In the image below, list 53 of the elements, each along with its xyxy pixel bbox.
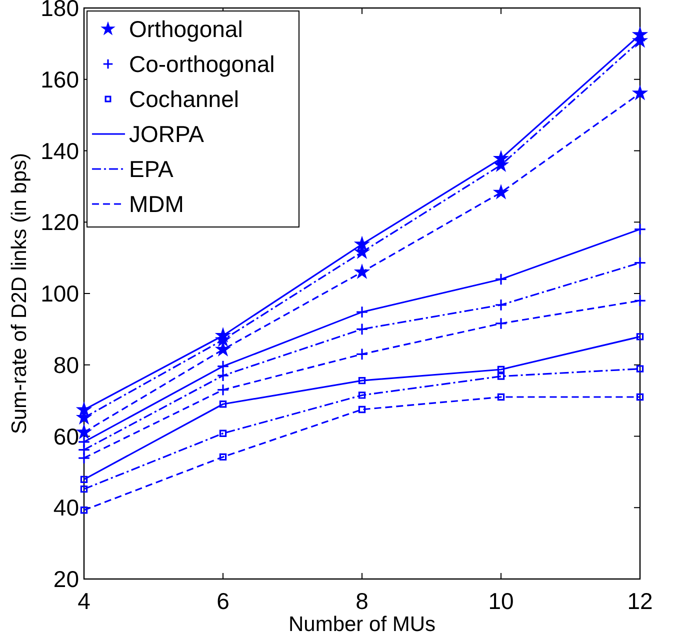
point: [636, 333, 644, 340]
point: [634, 294, 646, 307]
point: [634, 256, 646, 270]
point: [219, 430, 227, 437]
y-tick-label: 60: [53, 423, 79, 450]
point: [356, 306, 368, 318]
point: [358, 376, 366, 384]
x-tick-label: 6: [216, 588, 230, 614]
point: [80, 506, 88, 514]
legend-label: EPA: [129, 156, 174, 182]
y-tick-label: 140: [40, 138, 79, 164]
point: [216, 360, 230, 372]
x-tick-label: 4: [78, 588, 91, 614]
point: [216, 342, 230, 356]
point: [358, 406, 366, 414]
point: [636, 365, 644, 372]
point: [219, 453, 227, 461]
point: [216, 369, 230, 382]
point: [358, 392, 366, 399]
point: [494, 317, 508, 330]
x-tick-label: 10: [488, 588, 514, 614]
x-tick-label: 8: [356, 588, 368, 614]
point: [636, 393, 644, 401]
point: [497, 372, 505, 380]
point: [219, 400, 227, 408]
point: [497, 393, 505, 401]
legend-label: Co-orthogonal: [129, 51, 275, 78]
y-tick-label: 180: [40, 0, 79, 22]
point: [78, 452, 90, 464]
point: [80, 485, 88, 493]
point: [356, 348, 368, 360]
y-tick-label: 100: [40, 280, 79, 307]
y-tick-label: 120: [40, 209, 79, 236]
point: [494, 273, 508, 286]
legend-label: MDM: [129, 191, 184, 218]
y-tick-label: 160: [40, 66, 79, 92]
point: [80, 476, 88, 484]
legend-label: JORPA: [129, 121, 205, 148]
x-tick-label: 12: [627, 588, 653, 614]
y-axis-title: Sum-rate of D2D links (in bps): [8, 152, 31, 434]
y-tick-label: 40: [53, 494, 79, 521]
point: [216, 384, 230, 396]
y-tick-label: 80: [53, 352, 79, 378]
y-tick-label: 20: [53, 566, 79, 592]
x-axis-title: Number of MUs: [288, 613, 436, 636]
legend-label: Cochannel: [129, 86, 239, 112]
point: [356, 322, 368, 336]
legend-label: Orthogonal: [129, 16, 243, 42]
point: [634, 223, 646, 236]
point: [356, 265, 368, 278]
point: [494, 298, 508, 312]
point: [497, 366, 505, 374]
point: [494, 186, 508, 198]
